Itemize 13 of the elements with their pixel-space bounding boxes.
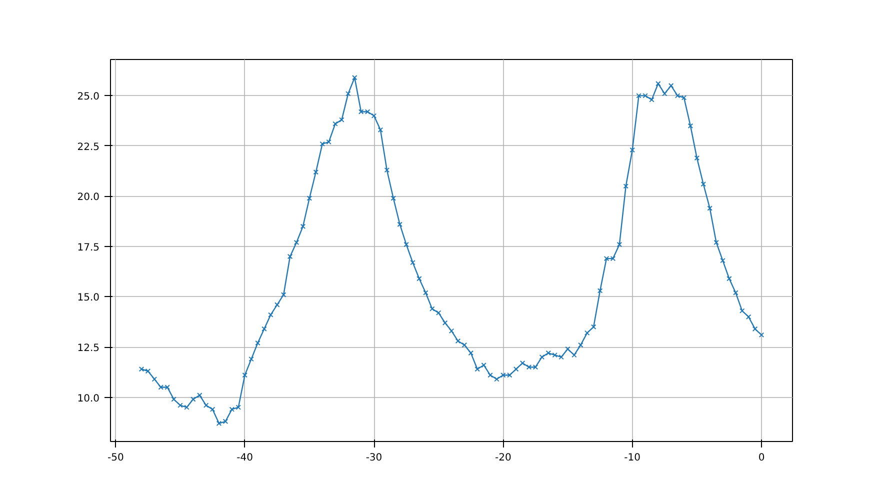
x-tick-label: -10 (624, 452, 641, 464)
y-tick-label: 17.5 (77, 242, 100, 254)
y-tick-label: 22.5 (77, 142, 100, 153)
y-tick-label: 20.0 (77, 192, 100, 204)
y-tick-label: 10.0 (77, 393, 100, 404)
y-tick-label: 12.5 (77, 343, 100, 354)
x-tick-label: -50 (108, 452, 124, 464)
y-tick-label: 25.0 (77, 92, 100, 103)
x-tick-label: -30 (366, 452, 382, 464)
x-tick-label: -20 (495, 452, 512, 464)
x-tick-label: 0 (758, 452, 765, 464)
x-tick-label: -40 (236, 452, 254, 464)
y-tick-label: 15.0 (77, 292, 100, 304)
